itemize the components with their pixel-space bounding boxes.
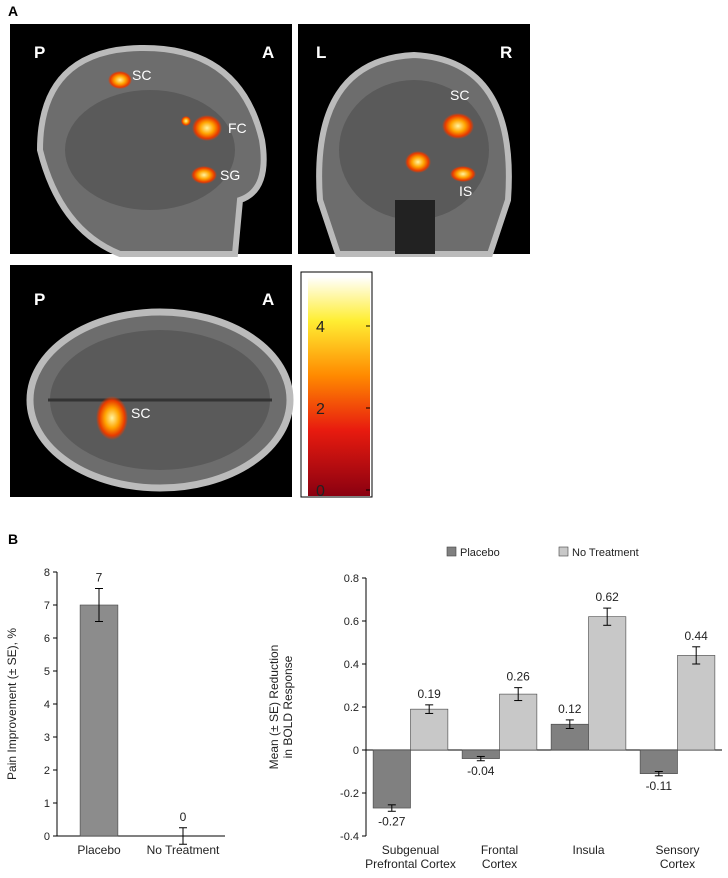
value-label: 0.26 [507,670,531,684]
value-label: 0 [180,810,187,824]
region-label: FC [228,120,247,136]
x-tick-label: Frontal Cortex [481,843,518,871]
legend-label: Placebo [460,547,500,559]
orientation: A [262,290,274,309]
bar [410,708,449,751]
y-tick-label: 2 [44,765,50,777]
orientation: P [34,43,45,62]
bar [639,749,678,774]
error-bar [654,771,663,777]
colorbar-tick-label: 0 [316,483,325,500]
value-label: 0.19 [418,687,442,701]
coronal-image: L R SC IS [298,24,530,257]
y-tick-label: 0.8 [344,573,359,585]
y-tick-label: 4 [44,699,50,711]
orientation: L [316,43,326,62]
bar [588,616,627,751]
legend-label: No Treatment [572,547,639,559]
y-axis-label: Mean (± SE) Reductionin BOLD Response [267,645,295,770]
region-label: SC [132,67,151,83]
axial-image: P A SC [10,265,294,497]
y-tick-label: 6 [44,633,50,645]
error-bar [179,827,187,845]
y-axis-label: Pain Improvement (± SE), % [5,628,19,780]
y-tick-label: 0.6 [344,616,359,628]
x-tick-label: Subgenual Prefrontal Cortex [365,843,456,871]
y-tick-label: 3 [44,732,50,744]
error-bar [425,704,434,714]
x-tick-label: Insula [572,843,604,857]
bar [677,655,716,751]
panel-label: B [8,531,18,547]
bar [499,693,538,751]
orientation: R [500,43,512,62]
legend-swatch [446,546,457,557]
error-bar [95,588,103,622]
region-label: SC [131,405,150,421]
legend-swatch [558,546,569,557]
error-bar [603,607,612,626]
value-label: 0.44 [685,629,709,643]
error-bar [565,719,574,729]
x-tick-label: No Treatment [147,843,220,857]
error-bar [692,646,701,665]
region-label: IS [459,183,472,199]
sagittal-image: P A SC FC SG [10,24,292,257]
y-tick-label: 0.4 [344,659,359,671]
value-label: 0.12 [558,702,582,716]
value-label: 0.62 [596,590,620,604]
y-tick-label: 0 [44,831,50,843]
colorbar-tick-label: 2 [316,401,325,418]
region-label: SC [450,87,469,103]
bar [372,749,411,809]
y-tick-label: 8 [44,567,50,579]
y-tick-label: 7 [44,600,50,612]
y-tick-label: 1 [44,798,50,810]
error-bar [387,804,396,812]
y-tick-label: 0 [353,745,359,757]
x-tick-label: Placebo [77,843,121,857]
x-tick-label: Sensory Cortex [655,843,699,871]
orientation: P [34,290,45,309]
colorbar-gradient [308,276,370,496]
error-bar [476,755,485,762]
value-label: -0.11 [646,779,673,793]
colorbar-tick-label: 4 [316,319,325,336]
error-bar [514,687,523,702]
value-label: -0.27 [378,814,406,828]
region-label: SG [220,167,240,183]
value-label: -0.04 [467,764,495,778]
charts: 0 1 2 3 4 5 6 7 8 Pain Improvement (± SE), % Place… [5,546,722,871]
value-label: 7 [96,571,103,585]
bar [79,604,119,837]
colorbar: 0 2 4 [308,276,370,500]
y-tick-label: 0.2 [344,702,359,714]
panel-label: A [8,3,18,19]
y-tick-label: 5 [44,666,50,678]
y-tick-label: -0.2 [340,788,359,800]
y-tick-label: -0.4 [340,831,359,843]
orientation: A [262,43,274,62]
